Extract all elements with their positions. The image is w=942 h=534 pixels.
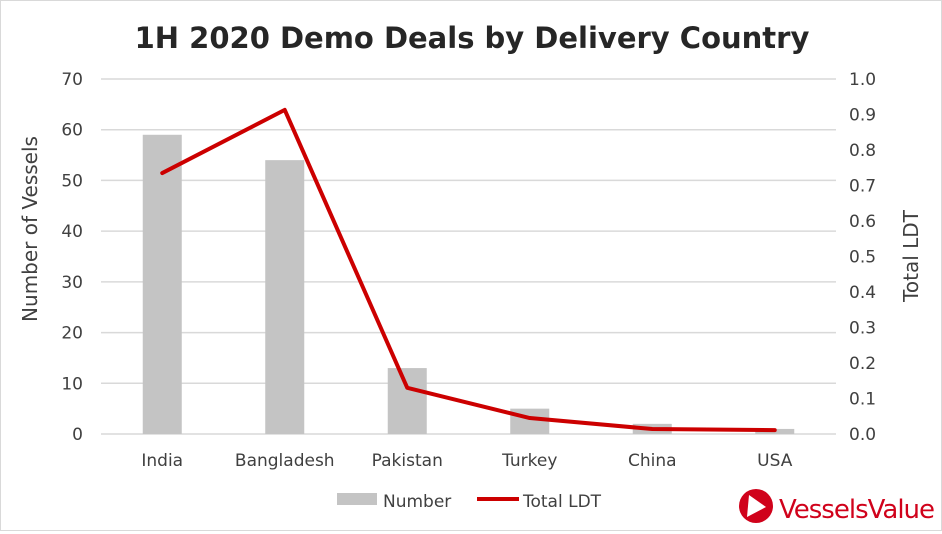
y2-tick-label: 0.1 <box>849 390 876 410</box>
ldt-line <box>162 110 775 430</box>
y2-tick-label: 0.6 <box>849 212 876 232</box>
y2-axis-ticks: 0.0 0.1 0.2 0.3 0.4 0.5 0.6 0.7 0.8 0.9 1.0 <box>849 70 876 445</box>
legend-label-ldt: Total LDT <box>522 492 602 512</box>
bar-pakistan <box>388 368 427 434</box>
chart-title: 1H 2020 Demo Deals by Delivery Country <box>135 21 810 55</box>
y2-tick-label: 0.7 <box>849 177 876 197</box>
y2-tick-label: 0.4 <box>849 283 876 303</box>
bar-turkey <box>510 409 549 434</box>
y-tick-label: 70 <box>61 70 83 90</box>
y2-tick-label: 0.5 <box>849 248 876 268</box>
y-tick-label: 20 <box>61 324 83 344</box>
y-tick-label: 50 <box>61 171 83 191</box>
logo-text: VesselsValue <box>779 495 934 525</box>
x-tick-label: Pakistan <box>372 451 443 471</box>
legend-swatch-number <box>337 493 377 505</box>
gridlines <box>101 79 836 434</box>
bar-bangladesh <box>265 160 304 434</box>
x-tick-label: Bangladesh <box>235 451 335 471</box>
y-tick-label: 30 <box>61 273 83 293</box>
x-tick-label: India <box>141 451 183 471</box>
y-tick-label: 10 <box>61 374 83 394</box>
y2-tick-label: 0.0 <box>849 425 876 445</box>
line-series <box>162 110 775 430</box>
vesselsvalue-logo: VesselsValue <box>739 489 934 525</box>
y2-tick-label: 0.9 <box>849 106 876 126</box>
x-tick-label: Turkey <box>501 451 557 471</box>
y2-axis-label: Total LDT <box>899 209 923 303</box>
y2-tick-label: 0.8 <box>849 141 876 161</box>
x-tick-label: USA <box>757 451 793 471</box>
y2-tick-label: 1.0 <box>849 70 876 90</box>
y-tick-label: 0 <box>72 425 83 445</box>
y2-tick-label: 0.3 <box>849 319 876 339</box>
y2-tick-label: 0.2 <box>849 354 876 374</box>
y-axis-ticks: 0 10 20 30 40 50 60 70 <box>61 70 83 445</box>
x-axis-ticks: India Bangladesh Pakistan Turkey China USA <box>141 451 792 471</box>
y-tick-label: 40 <box>61 222 83 242</box>
bar-series <box>143 135 795 434</box>
y-tick-label: 60 <box>61 121 83 141</box>
bar-india <box>143 135 182 434</box>
x-tick-label: China <box>628 451 677 471</box>
legend: Number Total LDT <box>337 492 602 512</box>
legend-label-number: Number <box>383 492 451 512</box>
y-axis-label: Number of Vessels <box>18 136 42 322</box>
